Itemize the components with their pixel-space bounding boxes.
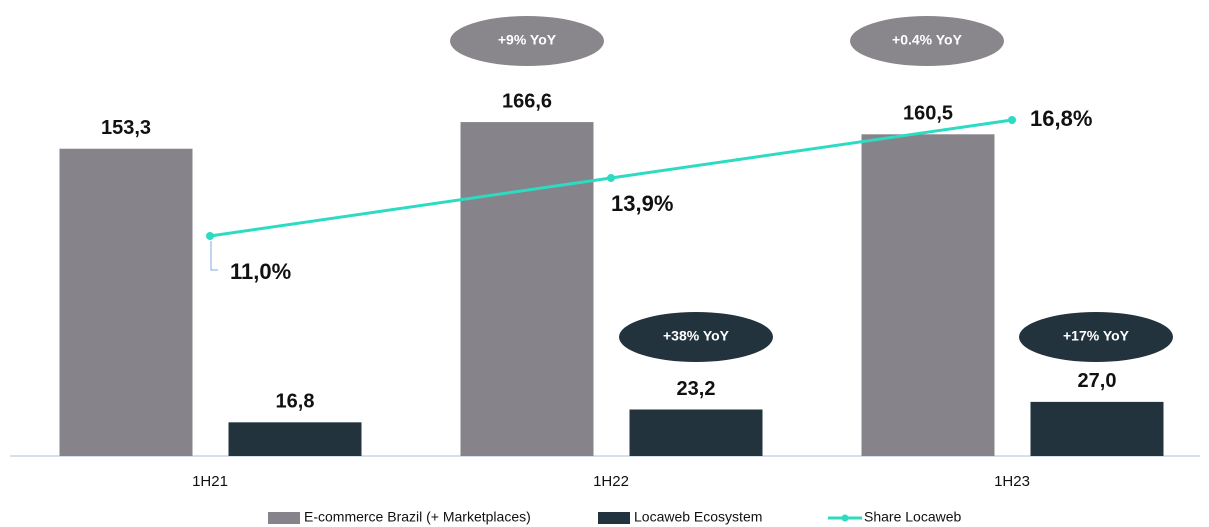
data-label: 16,8 [276, 391, 315, 413]
annotation: +9% YoY [498, 32, 557, 48]
legend-swatch [598, 512, 630, 524]
bar [460, 122, 594, 457]
line-point [607, 174, 615, 182]
line-point [206, 232, 214, 240]
bar [1030, 401, 1164, 456]
annotation-bubble [850, 16, 1004, 66]
leader-line [210, 241, 218, 271]
annotation: +17% YoY [1063, 328, 1130, 344]
x-tick-label: 1H23 [994, 473, 1030, 490]
legend-swatch [268, 512, 300, 524]
data-label: 160,5 [903, 103, 953, 125]
line-label: 11,0% [230, 259, 291, 284]
bar [59, 148, 193, 457]
legend-swatch-dot [841, 514, 849, 522]
data-label: 23,2 [677, 378, 716, 400]
data-label: 27,0 [1078, 370, 1117, 392]
annotation-bubble [450, 16, 604, 66]
annotation-bubble [619, 312, 773, 362]
legend-label: Share Locaweb [864, 509, 962, 525]
data-label: 153,3 [101, 117, 151, 139]
line-label: 16,8% [1030, 106, 1092, 131]
annotation: +0.4% YoY [892, 32, 963, 48]
legend-label: E-commerce Brazil (+ Marketplaces) [304, 509, 531, 525]
legend-label: Locaweb Ecosystem [634, 509, 762, 525]
annotation-bubble [1019, 312, 1173, 362]
data-label: 166,6 [502, 90, 552, 112]
bar [228, 422, 362, 456]
bar [861, 134, 995, 457]
x-tick-label: 1H21 [192, 473, 228, 490]
x-tick-label: 1H22 [593, 473, 629, 490]
line-label: 13,9% [611, 191, 673, 216]
line-point [1008, 116, 1016, 124]
annotation: +38% YoY [663, 328, 730, 344]
bar [629, 409, 763, 456]
